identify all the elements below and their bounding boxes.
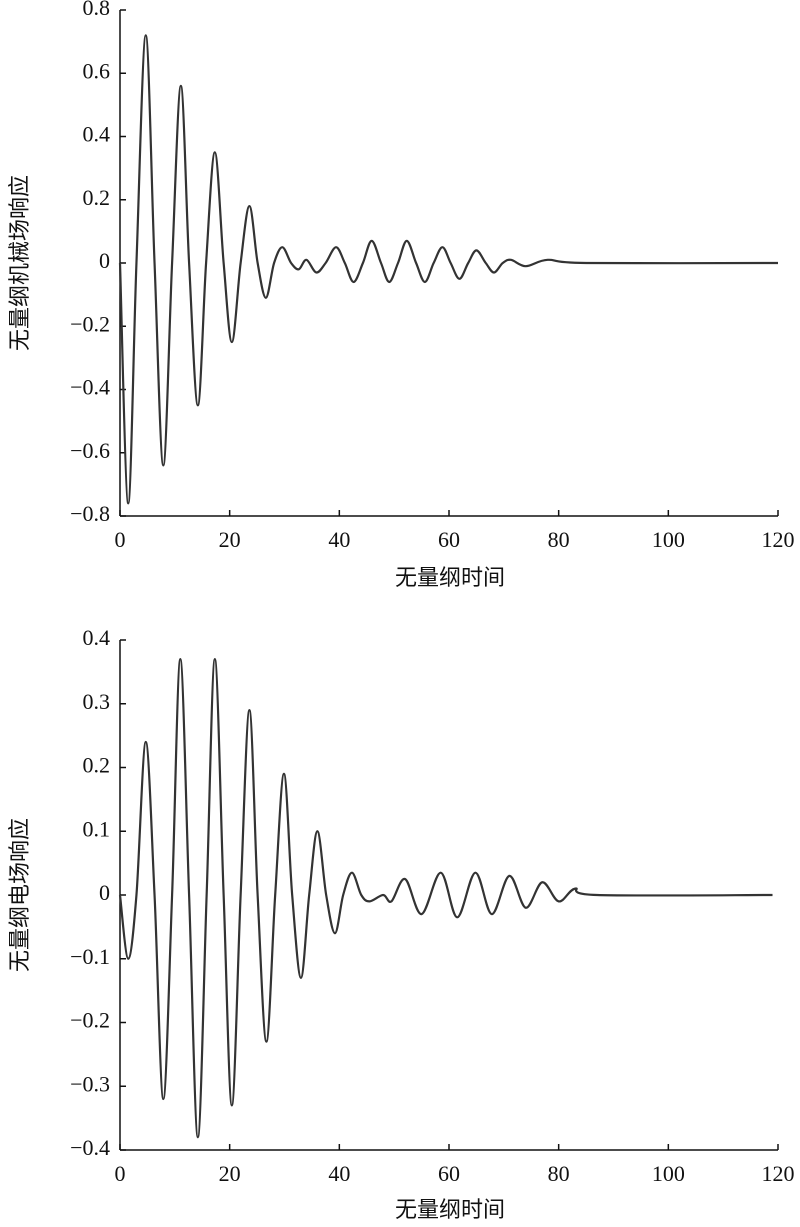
y-tick-label: 0.2 (83, 753, 111, 778)
x-tick-label: 0 (115, 527, 126, 552)
x-axis-label: 无量纲时间 (395, 565, 505, 590)
y-tick-label: −0.8 (70, 501, 110, 526)
y-tick-label: 0.3 (83, 689, 111, 714)
y-tick-label: 0 (99, 248, 110, 273)
y-tick-label: −0.1 (70, 944, 110, 969)
y-tick-label: −0.2 (70, 311, 110, 336)
y-tick-label: 0.4 (83, 122, 111, 147)
response-line (118, 34, 779, 505)
y-tick-label: 0.2 (83, 185, 111, 210)
x-tick-label: 100 (652, 527, 685, 552)
x-tick-label: 60 (438, 1161, 460, 1186)
response-line (118, 658, 773, 1139)
x-tick-label: 60 (438, 527, 460, 552)
x-tick-label: 0 (115, 1161, 126, 1186)
y-tick-label: −0.2 (70, 1008, 110, 1033)
y-axis-label: 无量纲机械场响应 (7, 175, 32, 351)
y-tick-label: −0.3 (70, 1071, 110, 1096)
y-tick-label: −0.4 (70, 1135, 110, 1160)
y-tick-label: 0.6 (83, 58, 111, 83)
y-tick-label: 0.1 (83, 816, 111, 841)
x-tick-label: 120 (762, 527, 795, 552)
x-tick-label: 100 (652, 1161, 685, 1186)
x-tick-label: 80 (548, 1161, 570, 1186)
y-tick-label: 0.8 (83, 0, 111, 20)
x-tick-label: 120 (762, 1161, 795, 1186)
y-axis-label: 无量纲电场响应 (7, 818, 32, 972)
y-tick-label: 0 (99, 880, 110, 905)
x-tick-label: 20 (219, 527, 241, 552)
y-tick-label: 0.4 (83, 625, 111, 650)
x-axis-label: 无量纲时间 (395, 1197, 505, 1222)
x-tick-label: 80 (548, 527, 570, 552)
x-tick-label: 20 (219, 1161, 241, 1186)
y-tick-label: −0.4 (70, 375, 110, 400)
x-tick-label: 40 (328, 527, 350, 552)
x-tick-label: 40 (328, 1161, 350, 1186)
y-tick-label: −0.6 (70, 438, 110, 463)
